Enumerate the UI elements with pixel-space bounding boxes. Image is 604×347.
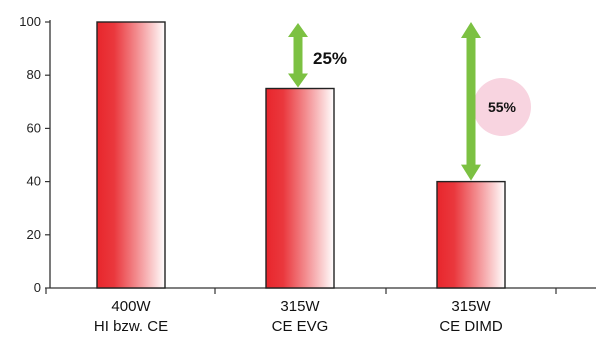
category-labels: 400W HI bzw. CE 315W CE EVG 315W CE DIMD [94, 298, 503, 335]
category-label: CE EVG [272, 318, 329, 335]
bar [96, 21, 166, 289]
difference-arrow [288, 23, 308, 88]
bar [436, 180, 506, 289]
category-label: 315W [451, 298, 491, 315]
difference-arrow [461, 22, 481, 181]
difference-label: 55% [488, 99, 517, 115]
category-label: 315W [280, 298, 320, 315]
y-tick-label: 0 [34, 280, 41, 295]
category-label: HI bzw. CE [94, 318, 168, 335]
y-tick-label: 20 [27, 227, 41, 242]
y-tick-labels: 0 20 40 60 80 100 [19, 14, 41, 295]
category-label: CE DIMD [439, 318, 503, 335]
y-tick-label: 60 [27, 120, 41, 135]
category-label: 400W [111, 298, 151, 315]
highlight-circle [473, 78, 531, 136]
bar [265, 87, 335, 289]
y-tick-label: 80 [27, 67, 41, 82]
y-tick-label: 40 [27, 174, 41, 189]
bars [96, 21, 506, 289]
difference-label: 25% [313, 49, 347, 68]
y-tick-label: 100 [19, 14, 41, 29]
annotations: 25% 55% [288, 22, 531, 181]
